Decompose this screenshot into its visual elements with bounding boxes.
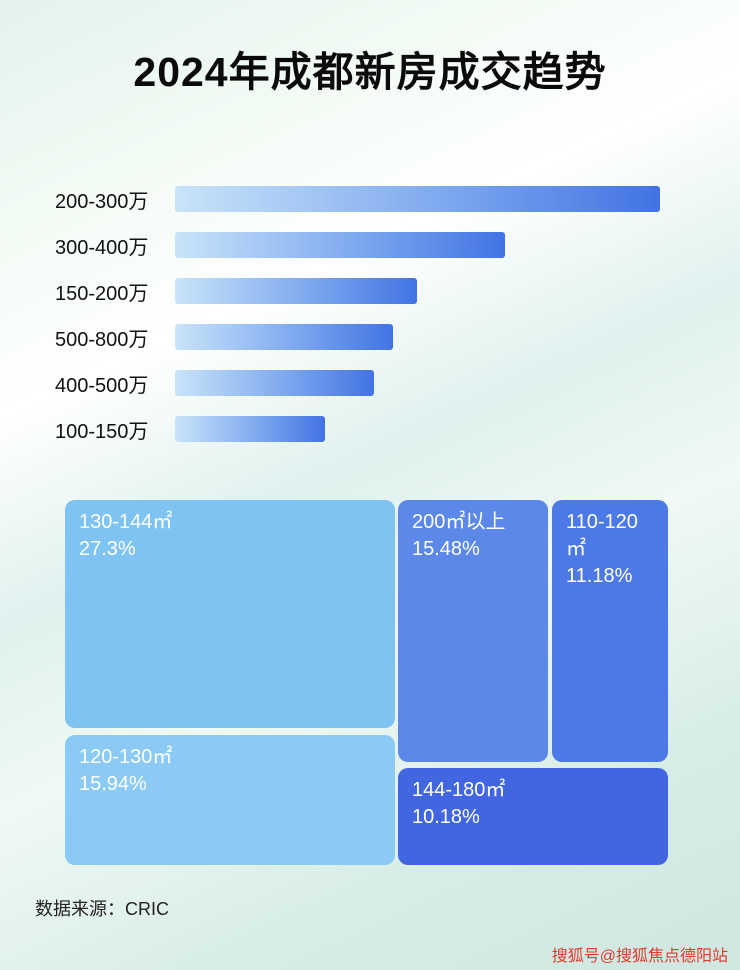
data-source-note: 数据来源：CRIC — [35, 899, 169, 919]
treemap-block-110-120: 110-120㎡ 11.18% — [552, 500, 668, 762]
treemap-block-144-180: 144-180㎡ 10.18% — [398, 768, 668, 865]
treemap-label: 200㎡以上 — [412, 511, 506, 533]
bar-row: 100-150万 — [55, 406, 695, 452]
bar-row: 150-200万 — [55, 268, 695, 314]
treemap-label: 144-180㎡ — [412, 779, 506, 801]
area-share-treemap: 130-144㎡ 27.3% 120-130㎡ 15.94% 200㎡以上 15… — [65, 500, 668, 865]
treemap-percent: 15.48% — [412, 538, 480, 560]
treemap-label: 120-130㎡ — [79, 746, 173, 768]
treemap-block-120-130: 120-130㎡ 15.94% — [65, 735, 395, 865]
bar-label: 500-800万 — [55, 328, 149, 351]
bar — [175, 324, 393, 350]
treemap-block-130-144: 130-144㎡ 27.3% — [65, 500, 395, 728]
treemap-percent: 15.94% — [79, 773, 147, 795]
treemap-label: 130-144㎡ — [79, 511, 173, 533]
watermark: 搜狐号@搜狐焦点德阳站 — [551, 948, 728, 965]
treemap-label: 110-120㎡ — [566, 511, 638, 560]
bar-row: 500-800万 — [55, 314, 695, 360]
bar — [175, 370, 374, 396]
bar — [175, 232, 505, 258]
bar — [175, 186, 660, 212]
page-title: 2024年成都新房成交趋势 — [133, 49, 607, 95]
bar — [175, 278, 417, 304]
bar-label: 200-300万 — [55, 190, 149, 213]
bar-label: 150-200万 — [55, 282, 149, 305]
bar — [175, 416, 325, 442]
bar-label: 100-150万 — [55, 420, 149, 443]
price-range-bar-chart: 200-300万 300-400万 150-200万 500-800万 400-… — [55, 176, 695, 452]
bar-label: 400-500万 — [55, 374, 149, 397]
treemap-percent: 10.18% — [412, 806, 480, 828]
treemap-block-200-plus: 200㎡以上 15.48% — [398, 500, 548, 762]
treemap-percent: 27.3% — [79, 538, 136, 560]
bar-row: 400-500万 — [55, 360, 695, 406]
bar-row: 300-400万 — [55, 222, 695, 268]
bar-label: 300-400万 — [55, 236, 149, 259]
bar-row: 200-300万 — [55, 176, 695, 222]
treemap-percent: 11.18% — [566, 565, 633, 587]
